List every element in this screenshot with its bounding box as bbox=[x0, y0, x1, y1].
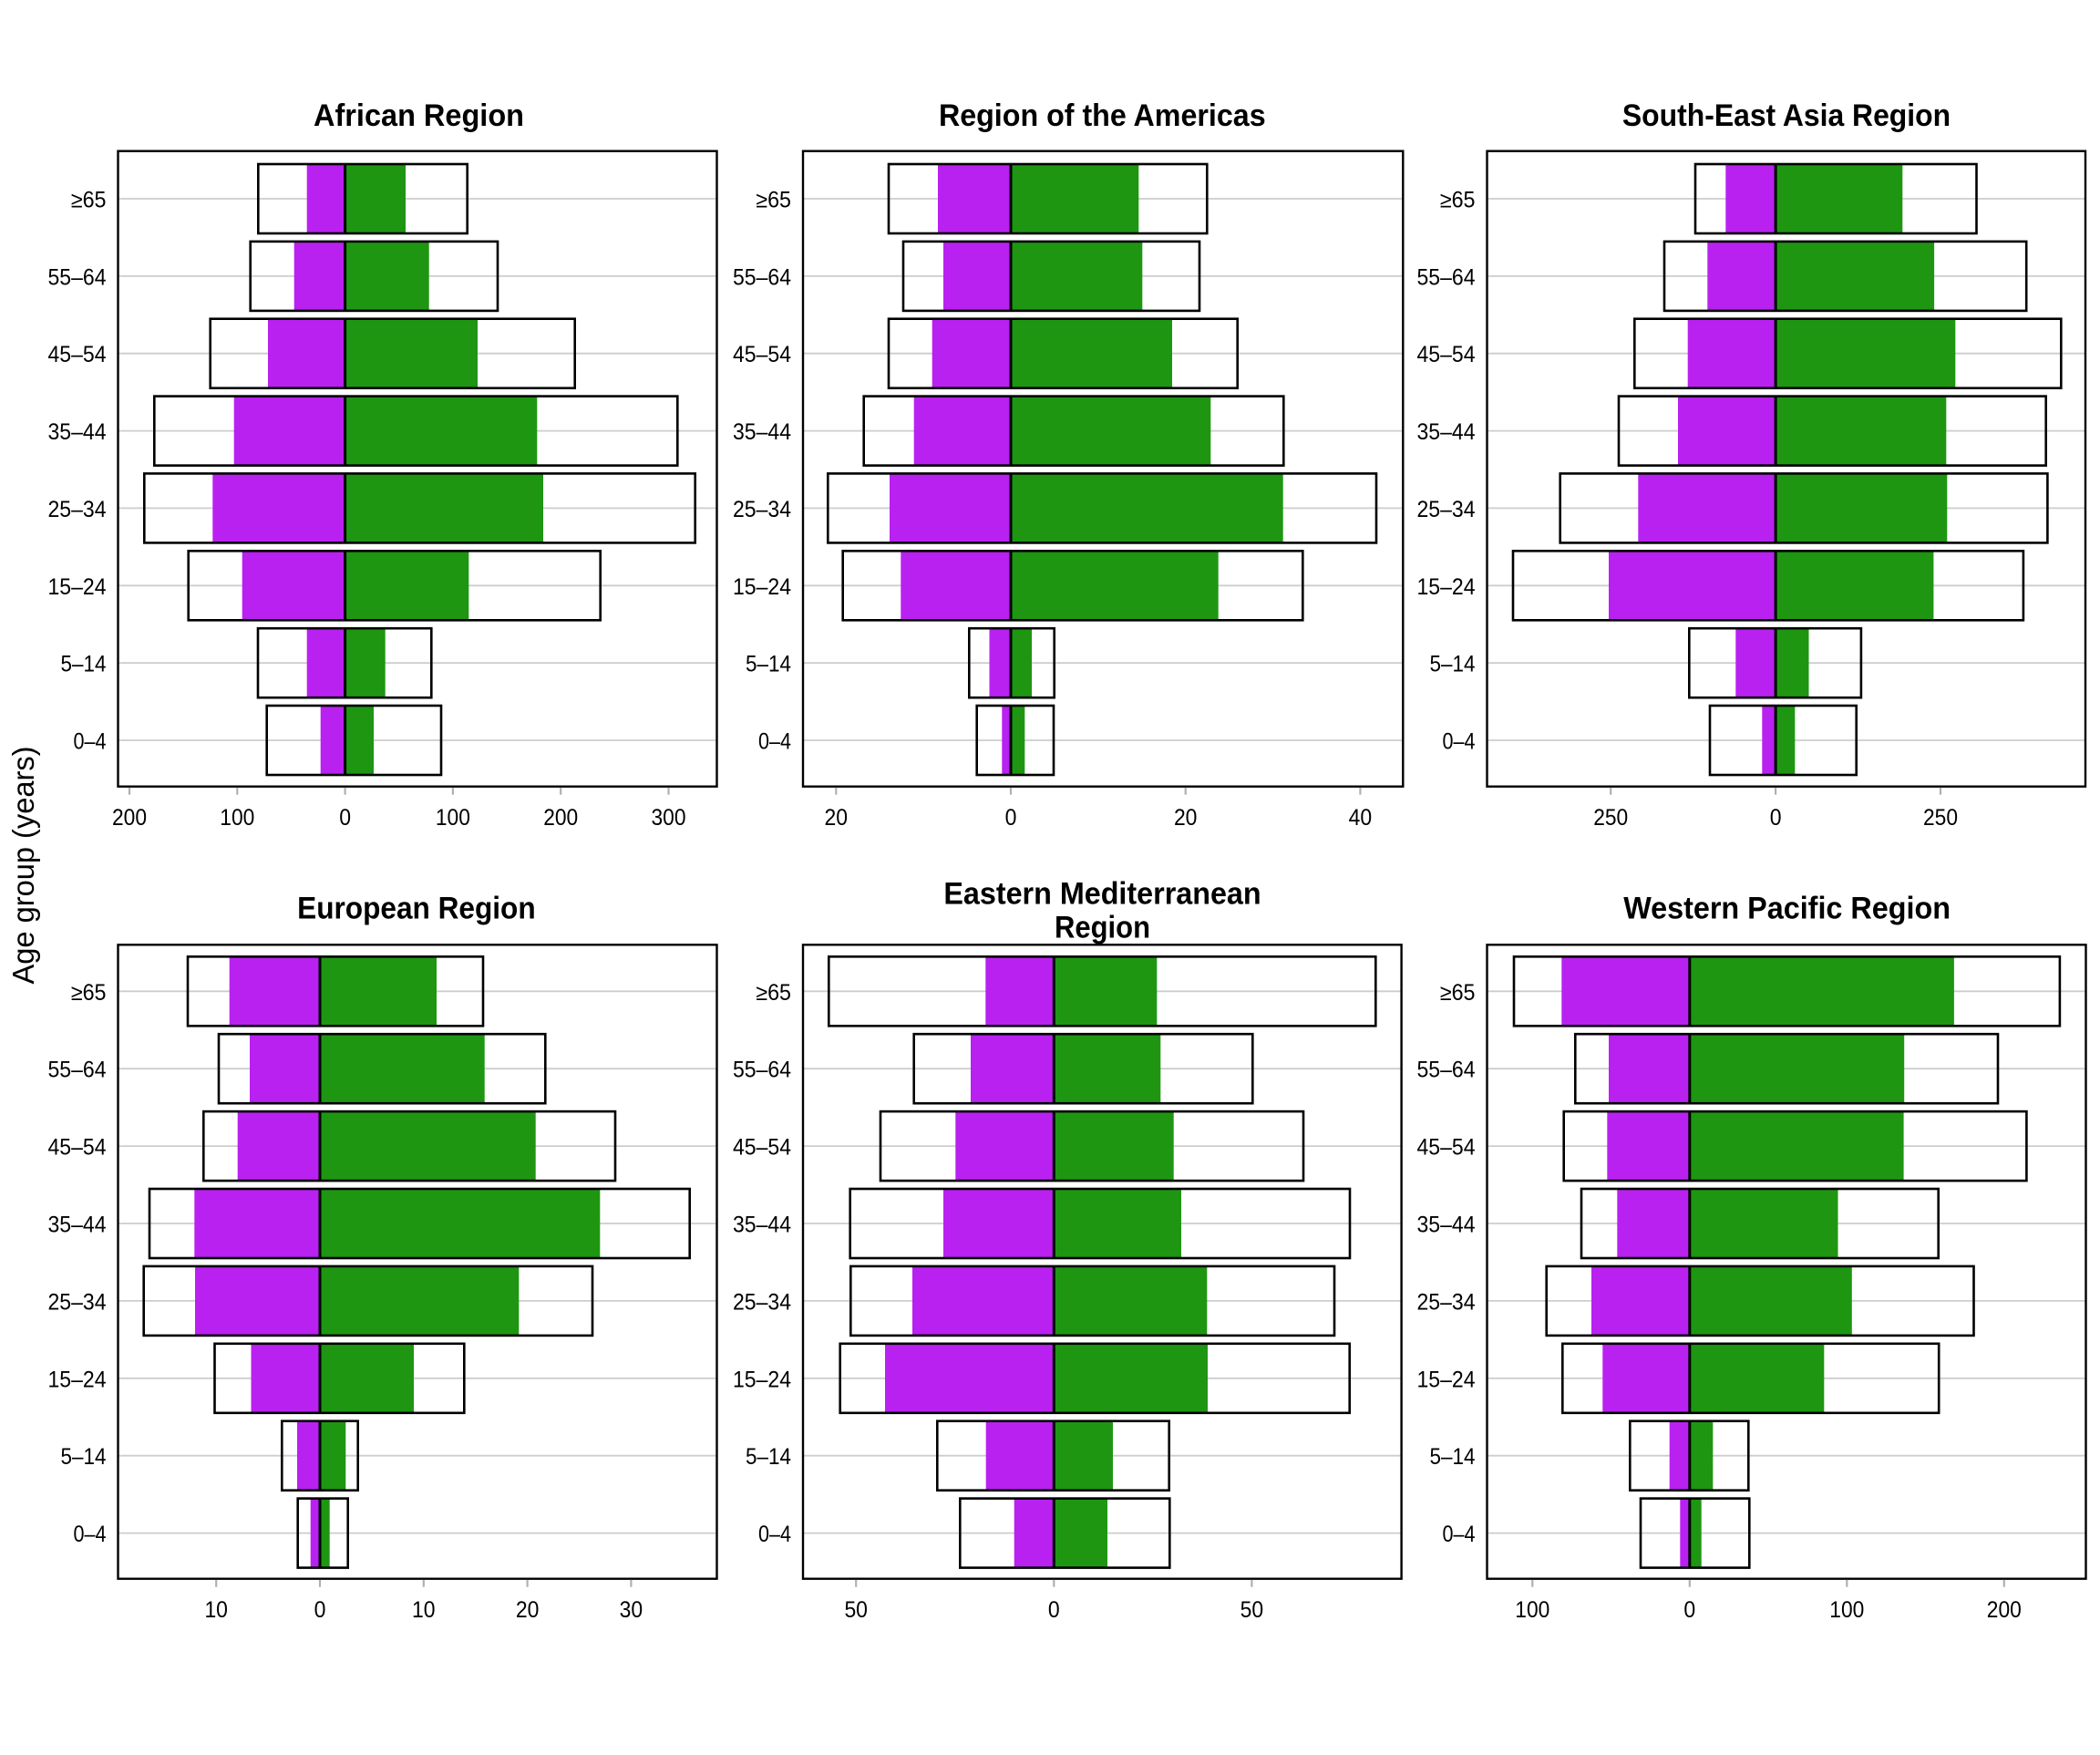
svg-text:20: 20 bbox=[516, 1598, 540, 1623]
svg-text:Western Pacific Region: Western Pacific Region bbox=[1623, 892, 1951, 926]
svg-text:25–34: 25–34 bbox=[48, 1290, 107, 1315]
svg-text:0: 0 bbox=[1048, 1598, 1060, 1623]
svg-text:0: 0 bbox=[339, 806, 351, 831]
svg-text:55–64: 55–64 bbox=[733, 1058, 791, 1083]
svg-text:Age group (years): Age group (years) bbox=[6, 747, 40, 985]
svg-text:≥65: ≥65 bbox=[71, 981, 107, 1006]
svg-text:25–34: 25–34 bbox=[733, 1290, 791, 1315]
svg-text:55–64: 55–64 bbox=[48, 265, 107, 290]
svg-text:50: 50 bbox=[1240, 1598, 1264, 1623]
svg-text:15–24: 15–24 bbox=[1417, 575, 1476, 600]
svg-text:35–44: 35–44 bbox=[733, 1213, 791, 1238]
svg-text:25–34: 25–34 bbox=[733, 498, 791, 522]
svg-text:15–24: 15–24 bbox=[733, 575, 791, 600]
svg-text:35–44: 35–44 bbox=[733, 420, 791, 445]
svg-text:100: 100 bbox=[1829, 1598, 1864, 1623]
svg-text:Eastern Mediterranean: Eastern Mediterranean bbox=[943, 877, 1261, 912]
svg-text:25–34: 25–34 bbox=[1417, 1290, 1476, 1315]
svg-text:10: 10 bbox=[412, 1598, 436, 1623]
svg-text:0–4: 0–4 bbox=[758, 1523, 791, 1547]
svg-text:Region: Region bbox=[1055, 910, 1150, 945]
svg-text:25–34: 25–34 bbox=[48, 498, 107, 522]
svg-text:≥65: ≥65 bbox=[1440, 981, 1476, 1006]
svg-text:100: 100 bbox=[220, 806, 254, 831]
svg-text:35–44: 35–44 bbox=[1417, 1213, 1476, 1238]
svg-text:5–14: 5–14 bbox=[746, 653, 791, 677]
svg-text:5–14: 5–14 bbox=[61, 1445, 107, 1470]
svg-text:European Region: European Region bbox=[297, 892, 536, 926]
svg-text:≥65: ≥65 bbox=[71, 189, 107, 213]
svg-text:5–14: 5–14 bbox=[746, 1445, 791, 1470]
svg-text:200: 200 bbox=[1987, 1598, 2022, 1623]
svg-text:200: 200 bbox=[112, 806, 147, 831]
svg-text:South-East Asia Region: South-East Asia Region bbox=[1622, 98, 1951, 133]
svg-text:35–44: 35–44 bbox=[48, 420, 107, 445]
svg-text:55–64: 55–64 bbox=[48, 1058, 107, 1083]
svg-text:40: 40 bbox=[1349, 806, 1373, 831]
svg-text:45–54: 45–54 bbox=[733, 1136, 791, 1161]
svg-text:15–24: 15–24 bbox=[1417, 1368, 1476, 1392]
svg-text:200: 200 bbox=[543, 806, 578, 831]
svg-text:0–4: 0–4 bbox=[74, 1523, 107, 1547]
svg-text:15–24: 15–24 bbox=[733, 1368, 791, 1392]
svg-text:100: 100 bbox=[1515, 1598, 1549, 1623]
svg-text:≥65: ≥65 bbox=[756, 189, 791, 213]
svg-text:250: 250 bbox=[1593, 806, 1628, 831]
svg-text:55–64: 55–64 bbox=[733, 265, 791, 290]
svg-text:55–64: 55–64 bbox=[1417, 1058, 1476, 1083]
svg-text:30: 30 bbox=[620, 1598, 643, 1623]
svg-text:5–14: 5–14 bbox=[1430, 1445, 1476, 1470]
svg-text:45–54: 45–54 bbox=[48, 1136, 107, 1161]
svg-text:0: 0 bbox=[1770, 806, 1782, 831]
svg-text:0: 0 bbox=[1005, 806, 1017, 831]
svg-text:20: 20 bbox=[1174, 806, 1198, 831]
svg-text:≥65: ≥65 bbox=[1440, 189, 1476, 213]
svg-text:20: 20 bbox=[825, 806, 849, 831]
svg-text:45–54: 45–54 bbox=[1417, 343, 1476, 367]
svg-text:10: 10 bbox=[204, 1598, 228, 1623]
svg-text:0–4: 0–4 bbox=[74, 730, 107, 755]
svg-text:0–4: 0–4 bbox=[1443, 730, 1476, 755]
svg-text:15–24: 15–24 bbox=[48, 1368, 107, 1392]
svg-text:55–64: 55–64 bbox=[1417, 265, 1476, 290]
svg-text:0: 0 bbox=[314, 1598, 326, 1623]
svg-text:35–44: 35–44 bbox=[1417, 420, 1476, 445]
svg-text:African Region: African Region bbox=[314, 98, 524, 133]
svg-text:250: 250 bbox=[1923, 806, 1958, 831]
svg-text:300: 300 bbox=[652, 806, 686, 831]
svg-text:≥65: ≥65 bbox=[756, 981, 791, 1006]
svg-text:0–4: 0–4 bbox=[758, 730, 791, 755]
svg-text:35–44: 35–44 bbox=[48, 1213, 107, 1238]
svg-text:5–14: 5–14 bbox=[61, 653, 107, 677]
svg-text:25–34: 25–34 bbox=[1417, 498, 1476, 522]
svg-text:5–14: 5–14 bbox=[1430, 653, 1476, 677]
svg-text:0–4: 0–4 bbox=[1443, 1523, 1476, 1547]
svg-text:100: 100 bbox=[436, 806, 470, 831]
svg-text:50: 50 bbox=[844, 1598, 868, 1623]
svg-text:45–54: 45–54 bbox=[1417, 1136, 1476, 1161]
svg-text:0: 0 bbox=[1683, 1598, 1695, 1623]
svg-text:Region of the Americas: Region of the Americas bbox=[939, 98, 1266, 133]
svg-text:45–54: 45–54 bbox=[48, 343, 107, 367]
svg-text:15–24: 15–24 bbox=[48, 575, 107, 600]
svg-text:45–54: 45–54 bbox=[733, 343, 791, 367]
